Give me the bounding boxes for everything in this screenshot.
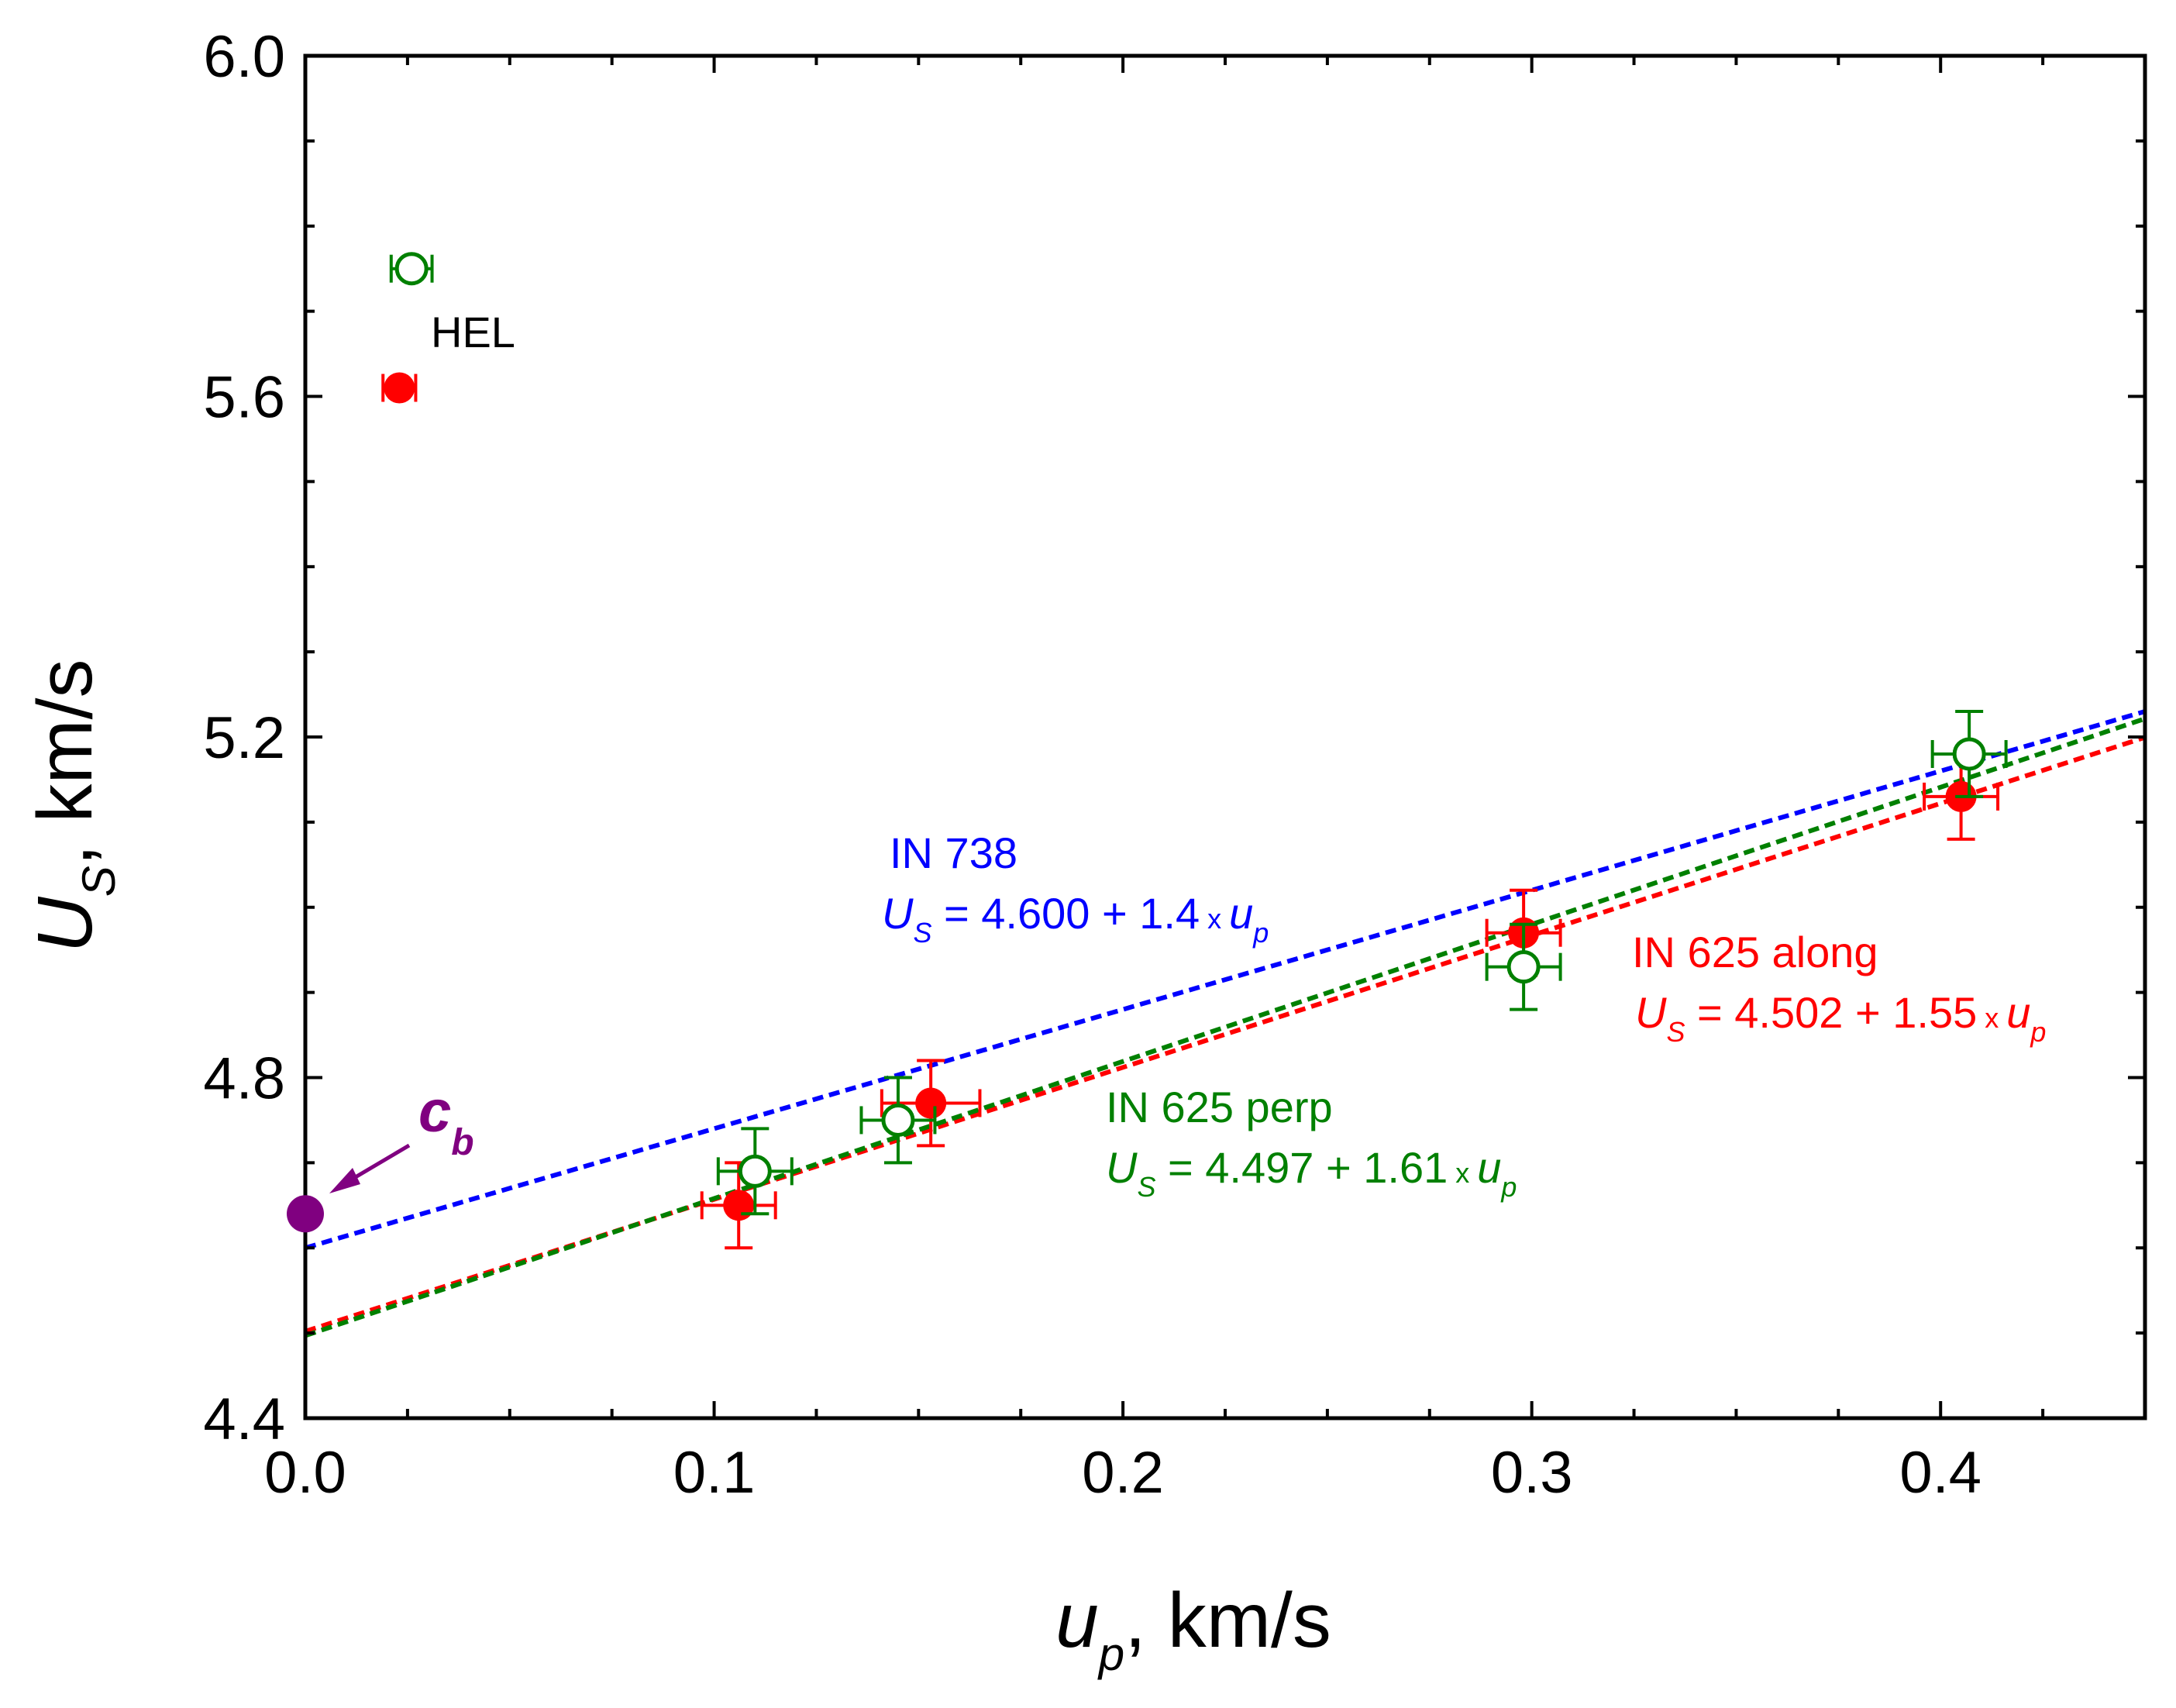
cb-arrow <box>329 1143 411 1193</box>
in738-equation: US = 4.600 + 1.4 x up <box>882 889 1269 949</box>
marker <box>723 1190 755 1221</box>
x-tick-label: 0.4 <box>1899 1440 1981 1506</box>
fit-lines <box>305 709 2146 1338</box>
marker <box>287 1195 324 1233</box>
y-tick-label: 4.8 <box>203 1046 285 1112</box>
marker <box>881 1103 915 1137</box>
marker <box>915 1087 947 1119</box>
y-tick-label: 4.4 <box>203 1386 285 1452</box>
in738-title: IN 738 <box>890 828 1017 877</box>
fit-line <box>305 709 2146 1251</box>
data-point <box>389 252 434 286</box>
in625along-title: IN 625 along <box>1632 928 1878 976</box>
marker <box>1506 950 1541 984</box>
y-tick-label: 6.0 <box>203 24 285 90</box>
data-points <box>287 252 2008 1250</box>
hel-label: HEL <box>431 308 515 356</box>
in625perp-equation: US = 4.497 + 1.61 x up <box>1106 1143 1517 1203</box>
data-point <box>859 1076 937 1165</box>
data-point <box>381 372 418 404</box>
cb-label: cb <box>418 1079 474 1163</box>
y-tick-label: 5.2 <box>203 705 285 771</box>
data-point <box>1930 710 2008 798</box>
y-tick-label: 5.6 <box>203 365 285 431</box>
data-point <box>287 1195 324 1233</box>
in625perp-title: IN 625 perp <box>1106 1083 1333 1131</box>
x-tick-label: 0.2 <box>1082 1440 1164 1506</box>
marker <box>384 372 415 404</box>
marker <box>738 1154 772 1188</box>
tick-labels: 0.0 0.1 0.2 0.3 0.4 4.4 4.8 5.2 5.6 6.0 <box>203 24 1981 1506</box>
plot-frame <box>303 53 2147 1420</box>
x-axis-title: up, km/s <box>1055 1577 1331 1680</box>
x-tick-label: 0.1 <box>673 1440 756 1506</box>
data-point <box>716 1127 794 1216</box>
x-tick-label: 0.0 <box>264 1440 346 1506</box>
marker <box>1952 737 1986 771</box>
in625along-equation: US = 4.502 + 1.55 x up <box>1635 988 2046 1048</box>
data-point <box>1485 922 1562 1011</box>
axis-ticks <box>304 54 2147 1420</box>
x-tick-label: 0.3 <box>1491 1440 1573 1506</box>
y-axis-title: US, km/s <box>22 659 125 953</box>
marker <box>394 252 429 286</box>
fit-line <box>305 735 2146 1334</box>
